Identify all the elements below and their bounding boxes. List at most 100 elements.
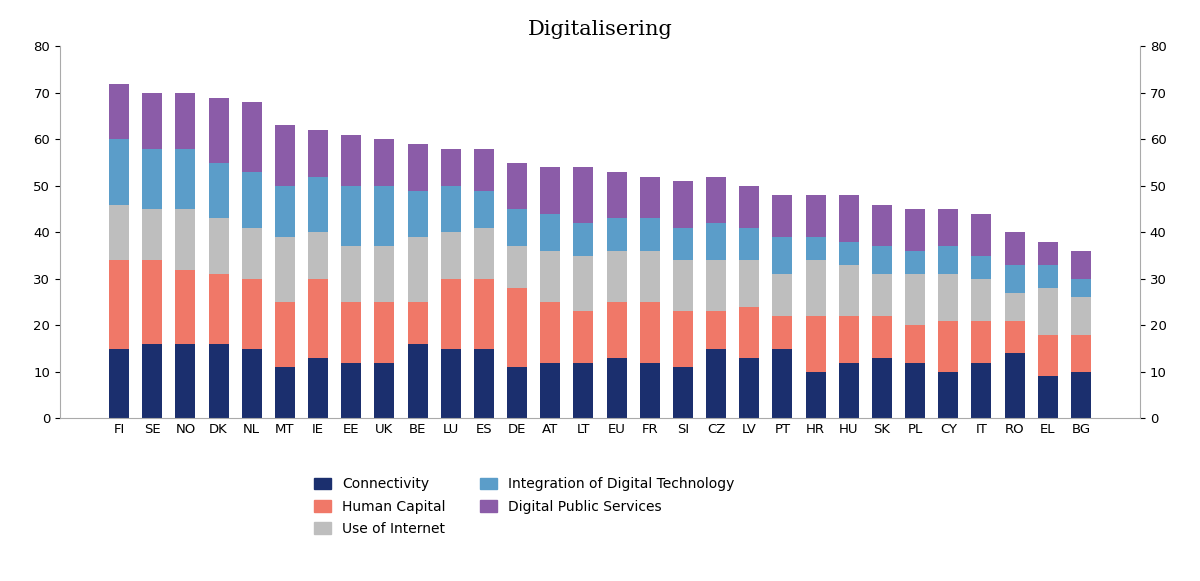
Bar [374, 246, 395, 302]
Bar [805, 195, 826, 237]
Bar [241, 102, 262, 172]
Bar [308, 130, 328, 177]
Bar [508, 209, 527, 246]
Bar [938, 321, 959, 372]
Bar [905, 325, 925, 363]
Bar [640, 218, 660, 251]
Bar [474, 228, 494, 279]
Bar [440, 279, 461, 349]
Bar [1038, 288, 1057, 335]
Bar [175, 344, 196, 418]
Bar [143, 260, 162, 344]
Bar [109, 139, 128, 205]
Bar [440, 232, 461, 279]
Bar [574, 363, 593, 418]
Bar [408, 237, 427, 302]
Bar [209, 98, 228, 163]
Bar [175, 149, 196, 209]
Bar [508, 288, 527, 367]
Bar [839, 316, 859, 363]
Bar [1038, 335, 1057, 376]
Bar [673, 228, 692, 260]
Bar [905, 251, 925, 274]
Bar [1072, 297, 1091, 335]
Bar [209, 218, 228, 274]
Bar [1072, 251, 1091, 279]
Bar [839, 265, 859, 316]
Bar [673, 181, 692, 228]
Bar [1072, 335, 1091, 372]
Bar [540, 214, 560, 251]
Bar [938, 246, 959, 274]
Bar [374, 302, 395, 363]
Bar [275, 237, 295, 302]
Bar [574, 167, 593, 223]
Bar [607, 302, 626, 358]
Bar [574, 256, 593, 311]
Bar [1004, 232, 1025, 265]
Bar [308, 279, 328, 358]
Bar [574, 223, 593, 256]
Bar [773, 316, 792, 349]
Bar [607, 172, 626, 218]
Bar [640, 251, 660, 302]
Bar [341, 302, 361, 363]
Bar [308, 232, 328, 279]
Bar [341, 246, 361, 302]
Bar [143, 93, 162, 149]
Bar [275, 367, 295, 418]
Bar [241, 172, 262, 228]
Bar [872, 246, 892, 274]
Bar [640, 363, 660, 418]
Bar [574, 311, 593, 363]
Bar [1004, 353, 1025, 418]
Bar [739, 307, 760, 358]
Bar [474, 149, 494, 191]
Bar [1004, 321, 1025, 353]
Bar [175, 93, 196, 149]
Bar [640, 177, 660, 218]
Bar [209, 274, 228, 344]
Bar [773, 195, 792, 237]
Bar [143, 209, 162, 260]
Bar [175, 209, 196, 270]
Bar [508, 163, 527, 209]
Bar [938, 274, 959, 321]
Bar [673, 260, 692, 311]
Bar [607, 218, 626, 251]
Bar [440, 349, 461, 418]
Bar [1072, 279, 1091, 297]
Bar [773, 274, 792, 316]
Bar [440, 186, 461, 232]
Bar [905, 209, 925, 251]
Bar [607, 358, 626, 418]
Bar [143, 344, 162, 418]
Bar [209, 344, 228, 418]
Bar [175, 270, 196, 344]
Bar [474, 279, 494, 349]
Bar [839, 195, 859, 242]
Bar [408, 144, 427, 191]
Bar [972, 279, 991, 321]
Bar [540, 363, 560, 418]
Bar [241, 228, 262, 279]
Bar [109, 84, 128, 139]
Bar [905, 274, 925, 325]
Bar [109, 260, 128, 349]
Bar [1004, 265, 1025, 293]
Bar [109, 349, 128, 418]
Bar [706, 260, 726, 311]
Bar [673, 311, 692, 367]
Bar [805, 316, 826, 372]
Bar [1038, 265, 1057, 288]
Bar [508, 367, 527, 418]
Bar [739, 228, 760, 260]
Bar [872, 358, 892, 418]
Bar [408, 344, 427, 418]
Bar [972, 214, 991, 256]
Bar [374, 363, 395, 418]
Bar [308, 177, 328, 232]
Bar [275, 302, 295, 367]
Bar [241, 279, 262, 349]
Bar [938, 372, 959, 418]
